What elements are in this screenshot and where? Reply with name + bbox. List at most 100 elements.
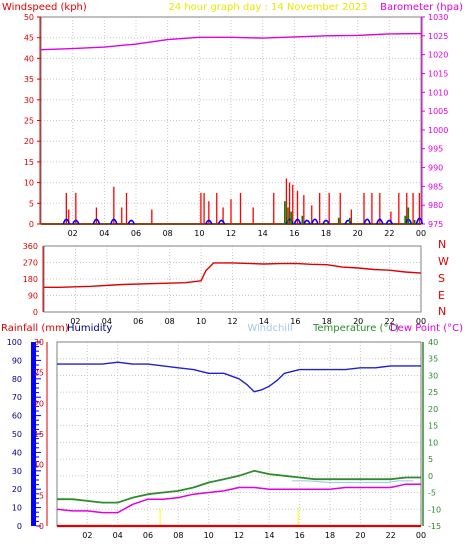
temperature-axis-title: Temperature (°C) <box>312 323 399 334</box>
wind-average-bump <box>311 218 319 225</box>
temperature-tick-label: 30 <box>428 371 438 380</box>
humidity-axis-strip <box>31 342 36 526</box>
humidity-tick-label: 50 <box>12 430 22 439</box>
wind-panel-x-tick-label: 02 <box>68 229 78 238</box>
temperature-line <box>57 469 421 504</box>
direction-panel-x-tick-label: 00 <box>416 317 426 326</box>
compass-point-label: N <box>438 305 446 318</box>
direction-panel-x-tick-label: 10 <box>196 317 206 326</box>
windspeed-tick-label: 35 <box>24 75 34 84</box>
wind-average-bump <box>205 219 213 225</box>
barometer-tick-label: 995 <box>428 145 443 154</box>
direction-panel-x-tick-label: 16 <box>290 317 300 326</box>
windspeed-tick-label: 40 <box>24 54 34 63</box>
windspeed-tick-label: 0 <box>29 220 34 229</box>
humidity-axis-title: Humidity <box>67 323 112 334</box>
windspeed-tick-label: 25 <box>24 117 34 126</box>
barometer-tick-label: 990 <box>428 164 443 173</box>
wind-average-bump <box>217 219 226 225</box>
barometer-tick-label: 1000 <box>428 126 448 135</box>
wind-average-bump <box>344 219 352 225</box>
windspeed-tick-label: 50 <box>24 13 34 22</box>
windspeed-tick-label: 30 <box>24 96 34 105</box>
temperature-tick-label: 20 <box>428 405 438 414</box>
temperature-tick-label: -10 <box>428 505 441 514</box>
wind-panel-x-tick-label: 06 <box>131 229 141 238</box>
temperature-panel-x-tick-label: 02 <box>82 531 92 540</box>
wind-panel-x-tick-label: 18 <box>321 229 331 238</box>
barometer-tick-label: 1030 <box>428 13 448 22</box>
humidity-tick-label: 70 <box>12 393 22 402</box>
barometer-tick-label: 975 <box>428 220 443 229</box>
barometer-tick-label: 1025 <box>428 32 448 41</box>
humidity-line <box>57 361 421 393</box>
humidity-tick-label: 20 <box>12 485 22 494</box>
temperature-tick-label: 0 <box>428 472 433 481</box>
direction-panel-x-tick-label: 06 <box>133 317 143 326</box>
windspeed-axis-title: Windspeed (kph) <box>2 2 87 13</box>
direction-panel-x-tick-label: 20 <box>353 317 363 326</box>
wind-average-bump <box>385 219 394 225</box>
temperature-tick-label: 5 <box>428 455 433 464</box>
wind-panel-x-tick-label: 04 <box>99 229 109 238</box>
wind-average-bump <box>322 219 330 225</box>
wind-average-bump <box>415 217 424 225</box>
humidity-tick-label: 60 <box>12 412 22 421</box>
direction-degree-tick-label: 0 <box>33 308 38 317</box>
temperature-tick-label: 15 <box>428 422 438 431</box>
humidity-tick-label: 100 <box>7 338 22 347</box>
series-layer <box>40 32 424 528</box>
wind-average-bump <box>363 218 371 225</box>
wind-average-bump <box>376 218 384 225</box>
direction-degree-tick-label: 360 <box>23 242 38 251</box>
tick-labels-layer: 02 04 06 08 10 12 14 16 18 20 22 000510152025303540… <box>7 13 449 540</box>
temperature-panel-x-tick-label: 04 <box>113 531 123 540</box>
dewpoint-line <box>56 483 421 514</box>
rainfall-tick-label: 5 <box>39 491 44 500</box>
temperature-panel-x-tick-label: 20 <box>355 531 365 540</box>
rainfall-axis-title: Rainfall (mm) <box>1 323 69 334</box>
temperature-panel-x-tick-label: 12 <box>234 531 244 540</box>
compass-point-label: N <box>438 238 446 251</box>
wind-panel-x-tick-label: 22 <box>384 229 394 238</box>
wind-average-bump <box>285 218 294 225</box>
wind-average-bump <box>92 218 101 225</box>
humidity-tick-label: 80 <box>12 375 22 384</box>
wind-panel-x-tick-label: 10 <box>194 229 204 238</box>
barometer-tick-label: 985 <box>428 182 443 191</box>
windspeed-tick-label: 5 <box>29 199 34 208</box>
windspeed-tick-label: 10 <box>24 179 34 188</box>
direction-panel-x-tick-label: 02 <box>70 317 80 326</box>
barometer-tick-label: 1005 <box>428 107 448 116</box>
temperature-panel-x-tick-label: 00 <box>416 531 426 540</box>
wind-panel-x-tick-label: 20 <box>353 229 363 238</box>
wind-panel-x-tick-label: 00 <box>416 229 426 238</box>
wind-panel-x-tick-label: 08 <box>163 229 173 238</box>
temperature-panel-x-tick-label: 08 <box>173 531 183 540</box>
compass-point-label: S <box>438 272 445 285</box>
windspeed-tick-label: 45 <box>24 34 34 43</box>
temperature-tick-label: -15 <box>428 522 441 531</box>
barometer-line <box>40 32 422 51</box>
wind-average-bump <box>127 219 135 225</box>
wind-panel-x-tick-label: 16 <box>289 229 299 238</box>
rainfall-tick-label: 0 <box>39 522 44 531</box>
compass-point-label: W <box>438 255 449 268</box>
direction-degree-tick-label: 90 <box>28 292 38 301</box>
wind-average-bump <box>110 218 118 225</box>
temperature-panel-x-tick-label: 18 <box>325 531 335 540</box>
windspeed-tick-label: 15 <box>24 158 34 167</box>
humidity-tick-label: 10 <box>12 504 22 513</box>
direction-degree-tick-label: 180 <box>23 275 38 284</box>
wind-average-bump <box>293 218 302 225</box>
temperature-tick-label: 35 <box>428 355 438 364</box>
humidity-tick-label: 30 <box>12 467 22 476</box>
compass-point-label: E <box>438 289 445 302</box>
wind-panel-x-tick-label: 12 <box>226 229 236 238</box>
direction-panel-x-tick-label: 12 <box>227 317 237 326</box>
chart-title: 24 hour graph day : 14 November 2023 <box>168 2 367 13</box>
direction-panel-x-tick-label: 14 <box>259 317 269 326</box>
temperature-panel-x-tick-label: 16 <box>295 531 305 540</box>
wind-direction-line <box>44 262 422 288</box>
